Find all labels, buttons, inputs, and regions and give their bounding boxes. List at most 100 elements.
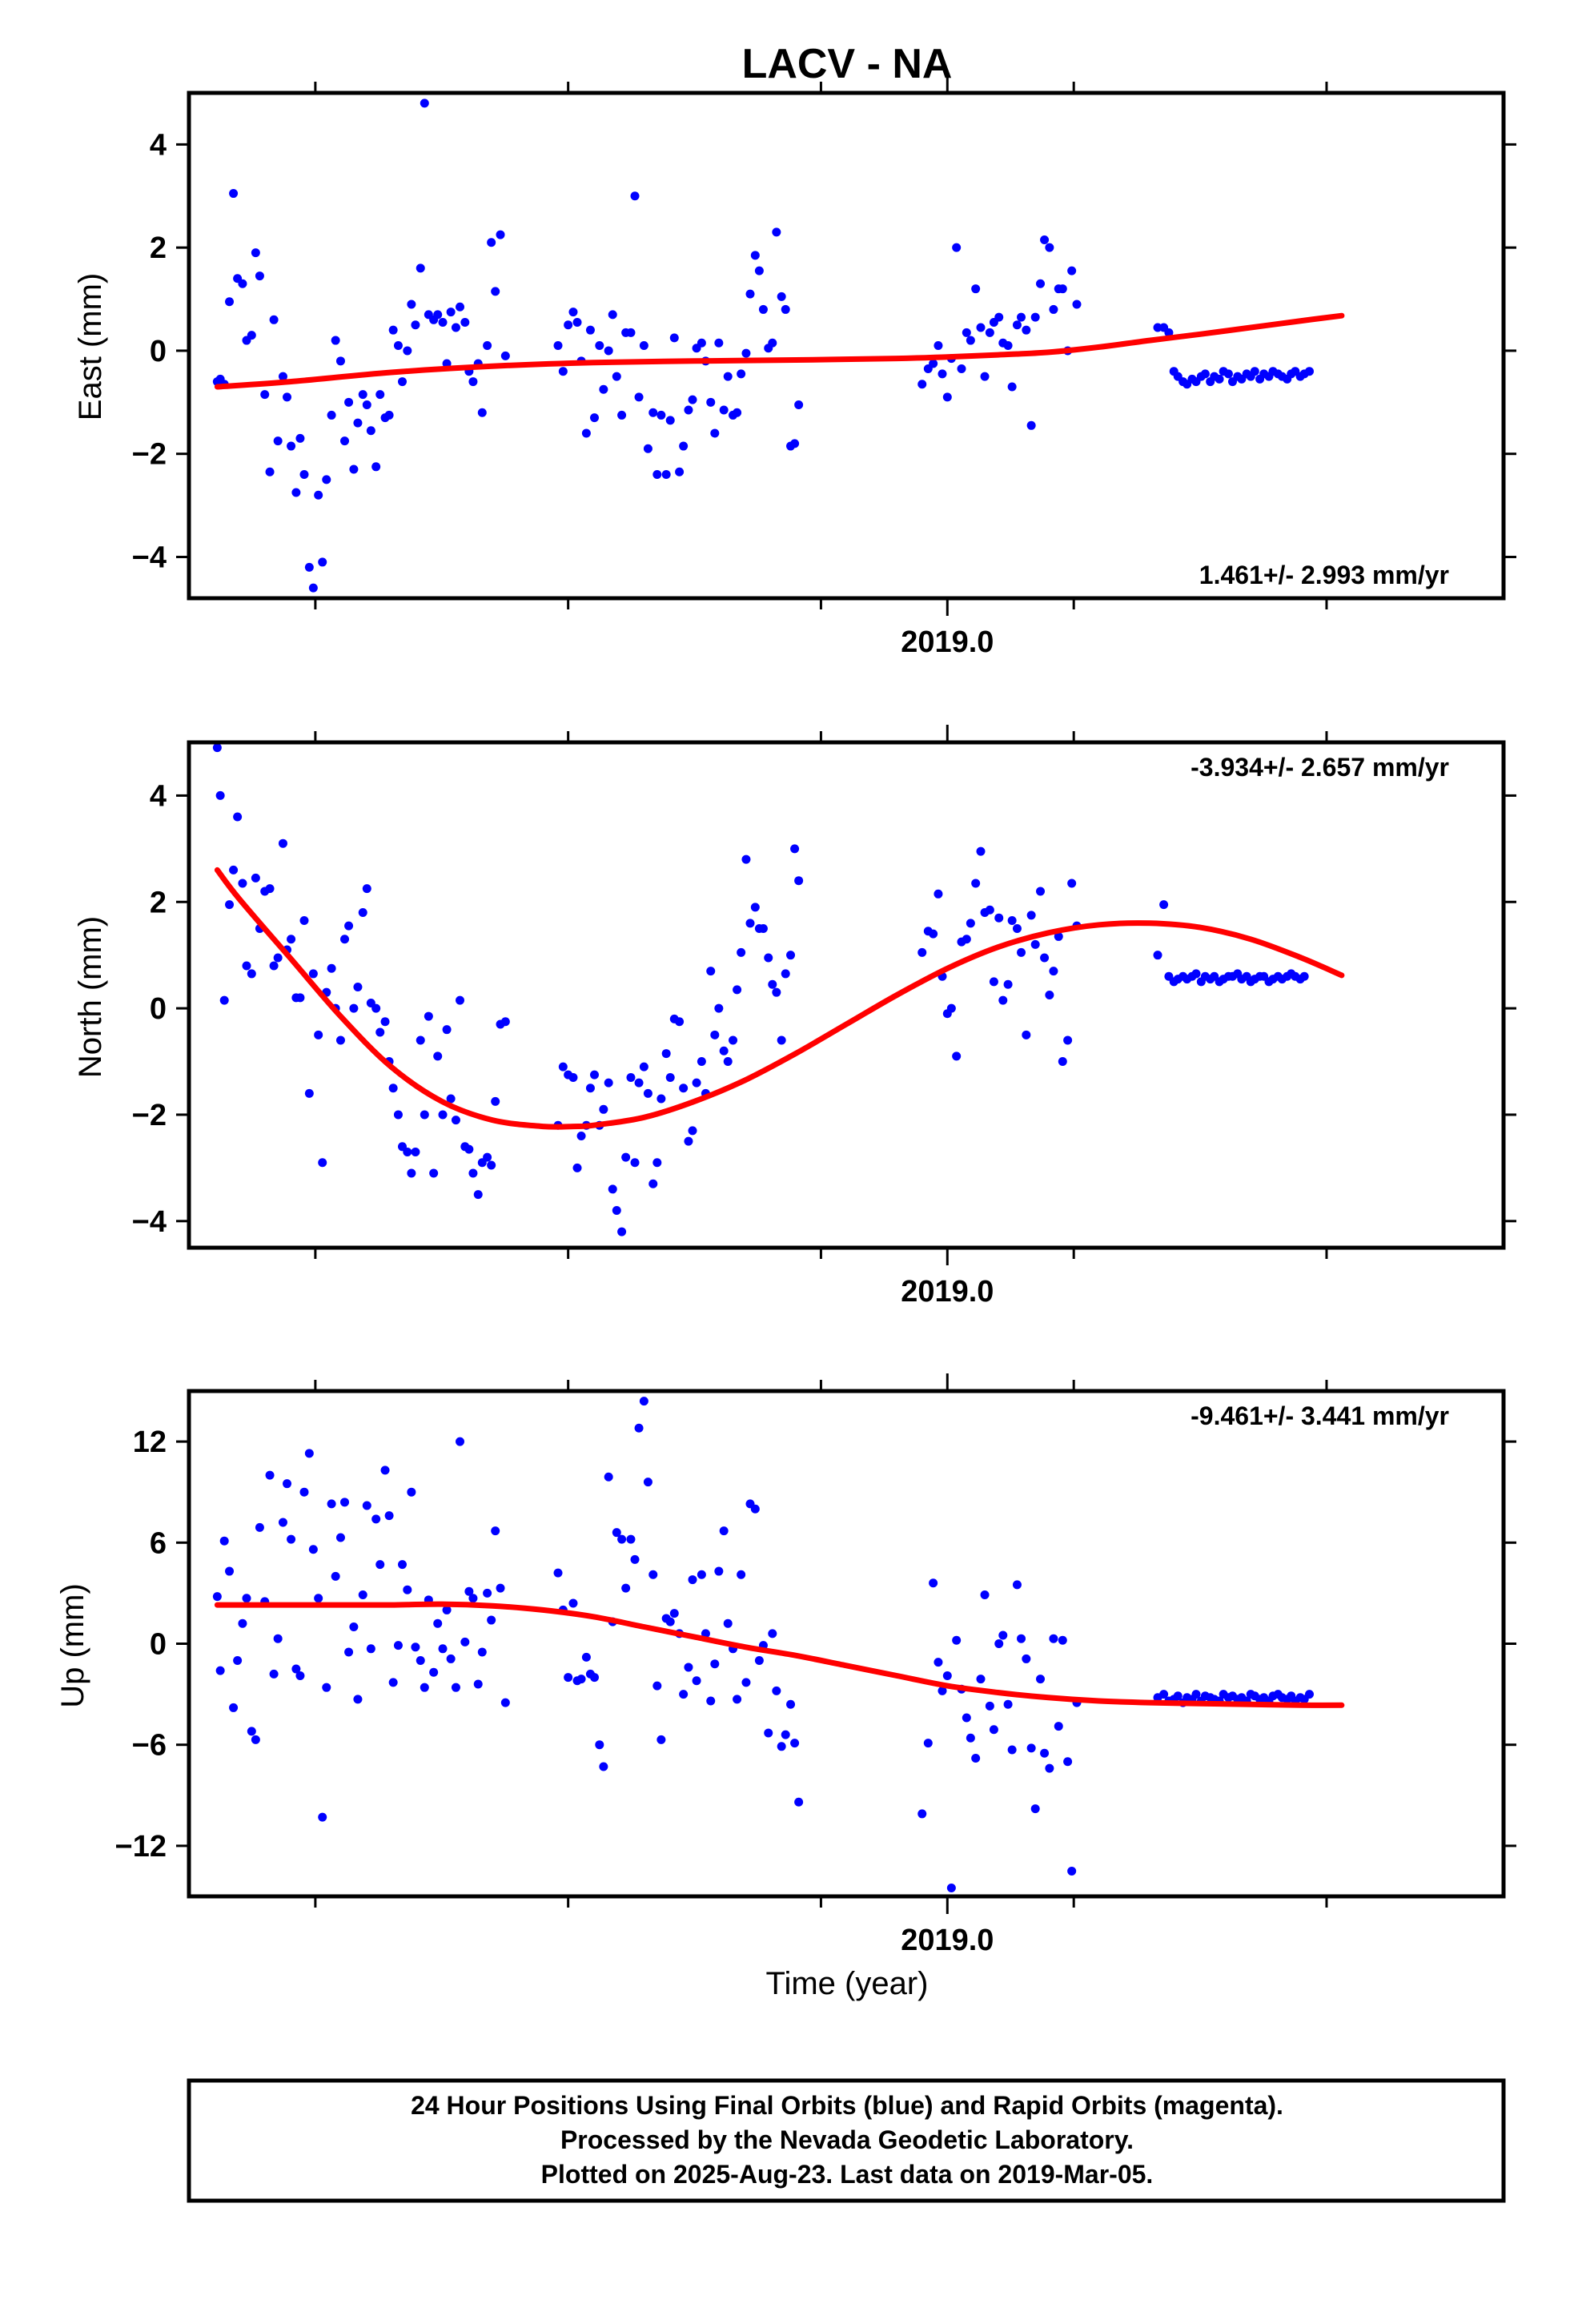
- north-y-tick-label: −4: [132, 1205, 167, 1239]
- up-data-point: [1045, 1763, 1054, 1773]
- north-data-point: [219, 995, 229, 1005]
- up-data-point: [1049, 1634, 1058, 1643]
- north-data-point: [589, 1070, 599, 1080]
- up-data-point: [327, 1499, 336, 1509]
- north-data-point: [572, 1163, 582, 1172]
- north-data-point: [464, 1144, 474, 1154]
- east-data-point: [500, 351, 510, 360]
- east-data-point: [1045, 243, 1054, 252]
- north-data-point: [733, 985, 742, 995]
- up-data-point: [496, 1583, 505, 1593]
- east-data-point: [1003, 341, 1013, 350]
- up-data-point: [630, 1554, 640, 1564]
- north-data-point: [998, 995, 1008, 1005]
- north-data-point: [710, 1030, 720, 1039]
- east-data-point: [706, 397, 716, 407]
- up-data-point: [985, 1701, 994, 1711]
- north-data-point: [665, 1072, 675, 1082]
- east-data-point: [491, 287, 500, 296]
- north-y-tick-label: 0: [150, 992, 167, 1026]
- up-points: [212, 1397, 1314, 1892]
- east-data-point: [976, 323, 986, 332]
- up-data-point: [225, 1566, 235, 1576]
- up-data-point: [737, 1570, 746, 1579]
- up-data-point: [989, 1725, 998, 1735]
- north-data-point: [612, 1206, 621, 1216]
- east-data-point: [411, 320, 420, 330]
- up-data-point: [599, 1762, 608, 1771]
- up-y-tick-label: −12: [115, 1830, 167, 1864]
- up-y-tick-label: −6: [132, 1729, 167, 1763]
- north-data-point: [1063, 1035, 1073, 1045]
- north-data-point: [656, 1094, 666, 1104]
- north-data-point: [269, 961, 279, 971]
- up-data-point: [962, 1713, 971, 1723]
- east-fit-line: [214, 312, 1345, 390]
- up-data-point: [1003, 1699, 1013, 1709]
- north-data-point: [777, 1035, 786, 1045]
- north-data-point: [729, 1035, 738, 1045]
- north-data-point: [971, 879, 981, 888]
- up-data-point: [966, 1733, 975, 1743]
- north-data-point: [295, 993, 305, 1003]
- up-data-point: [433, 1618, 443, 1628]
- up-data-point: [366, 1644, 375, 1654]
- up-data-point: [233, 1656, 243, 1666]
- north-data-point: [768, 979, 777, 989]
- up-data-point: [917, 1809, 927, 1819]
- up-data-point: [416, 1656, 425, 1666]
- east-data-point: [398, 377, 408, 387]
- north-data-point: [278, 838, 287, 848]
- up-data-point: [251, 1735, 260, 1744]
- north-data-point: [483, 1152, 492, 1162]
- east-data-point: [1026, 420, 1036, 430]
- up-data-point: [358, 1590, 367, 1600]
- up-data-point: [318, 1812, 327, 1822]
- up-data-point: [589, 1673, 599, 1683]
- east-data-point: [639, 341, 648, 350]
- up-data-point: [295, 1671, 305, 1680]
- up-data-point: [278, 1518, 287, 1527]
- north-data-point: [985, 905, 994, 915]
- east-data-point: [295, 433, 305, 443]
- up-plot-frame: [187, 1389, 1506, 1899]
- east-data-point: [335, 356, 345, 366]
- east-data-point: [353, 418, 363, 428]
- east-data-point: [994, 312, 1004, 322]
- north-data-point: [745, 919, 755, 928]
- up-data-point: [684, 1663, 693, 1672]
- up-data-point: [679, 1690, 689, 1699]
- up-data-point: [697, 1570, 706, 1579]
- up-data-point: [438, 1644, 448, 1654]
- up-data-point: [371, 1514, 381, 1524]
- up-data-point: [634, 1423, 644, 1433]
- north-data-point: [1007, 916, 1017, 926]
- east-data-point: [1036, 279, 1046, 288]
- east-data-point: [652, 469, 662, 479]
- up-data-point: [656, 1735, 666, 1744]
- east-y-tick-label: −2: [132, 438, 167, 472]
- north-data-point: [966, 919, 975, 928]
- east-data-point: [595, 341, 604, 350]
- north-data-point: [989, 977, 998, 987]
- up-data-point: [215, 1666, 225, 1675]
- east-y-tick-label: −4: [132, 541, 167, 574]
- north-data-point: [411, 1147, 420, 1156]
- east-data-point: [781, 304, 790, 314]
- north-data-point: [407, 1168, 416, 1178]
- up-data-point: [388, 1678, 398, 1687]
- up-data-point: [468, 1594, 478, 1603]
- up-data-point: [980, 1590, 990, 1600]
- north-y-tick-label: 2: [150, 886, 167, 919]
- up-data-point: [1022, 1654, 1031, 1663]
- north-data-point: [416, 1035, 425, 1045]
- north-data-point: [487, 1160, 496, 1170]
- up-data-point: [1191, 1690, 1201, 1699]
- footer-line-1: 24 Hour Positions Using Final Orbits (bl…: [411, 2091, 1283, 2120]
- up-data-point: [938, 1686, 947, 1695]
- north-data-point: [639, 1062, 648, 1072]
- north-data-point: [340, 935, 350, 944]
- north-data-point: [1026, 911, 1036, 920]
- north-plot-frame: [187, 740, 1506, 1250]
- east-axis-label: East (mm): [73, 273, 108, 420]
